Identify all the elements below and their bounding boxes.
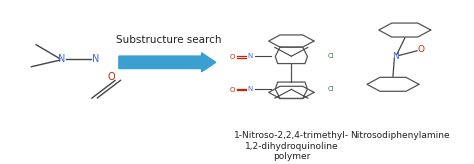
FancyArrow shape — [119, 53, 216, 72]
Text: O: O — [417, 45, 424, 54]
Text: Cl: Cl — [328, 53, 335, 59]
Text: O: O — [230, 54, 236, 60]
Text: Nitrosodiphenylamine: Nitrosodiphenylamine — [350, 131, 450, 140]
Text: Cl: Cl — [328, 86, 335, 92]
Text: N: N — [247, 86, 253, 92]
Text: O: O — [230, 87, 236, 93]
Text: N: N — [247, 53, 253, 59]
Text: N: N — [392, 52, 399, 61]
Text: N: N — [58, 54, 66, 64]
Text: 1-Nitroso-2,2,4-trimethyl-
1,2-dihydroquinoline
polymer: 1-Nitroso-2,2,4-trimethyl- 1,2-dihydroqu… — [234, 131, 349, 161]
Text: N: N — [91, 54, 99, 64]
Text: Substructure search: Substructure search — [116, 35, 221, 45]
Text: O: O — [108, 72, 116, 82]
